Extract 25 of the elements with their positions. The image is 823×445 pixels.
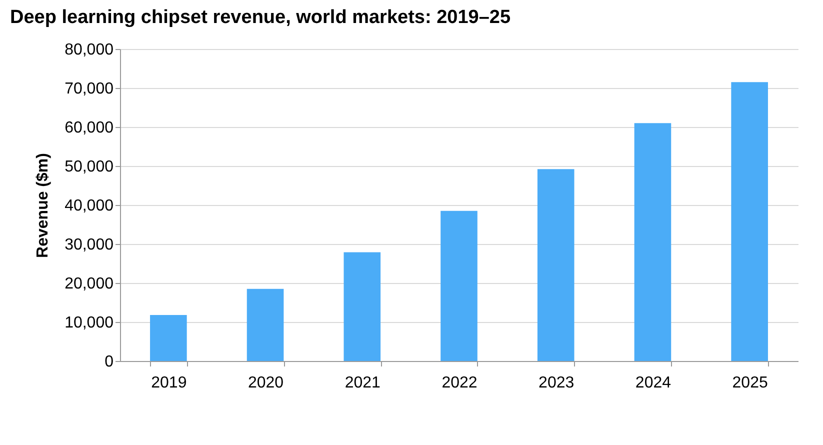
bar [344,252,381,361]
y-tick-label: 40,000 [64,198,114,214]
y-tick-label: 10,000 [64,314,114,332]
bar [634,123,672,361]
x-tick-label: 2020 [248,374,284,392]
chart-title: Deep learning chipset revenue, world markets: 2019–25 [10,7,511,28]
y-tick-label: 50,000 [64,158,114,176]
bar [731,82,768,361]
y-tick-label: 80,000 [64,42,114,58]
x-tick-label: 2022 [442,374,478,392]
bar [246,288,284,361]
x-tick-label: 2019 [151,374,187,392]
y-tick-label: 60,000 [64,120,114,136]
y-tick-label: 30,000 [64,236,114,254]
x-tick-label: 2025 [732,374,768,392]
x-tick-label: 2021 [344,374,381,392]
bar [440,210,478,361]
bar [537,169,574,361]
bar [150,314,187,361]
y-axis-title: Revenue ($m) [34,153,52,258]
y-tick-label: 20,000 [64,276,114,292]
y-tick-label: 0 [104,354,114,370]
x-tick-label: 2024 [635,374,672,392]
x-tick-label: 2023 [538,374,574,392]
y-tick-label: 70,000 [64,80,114,98]
